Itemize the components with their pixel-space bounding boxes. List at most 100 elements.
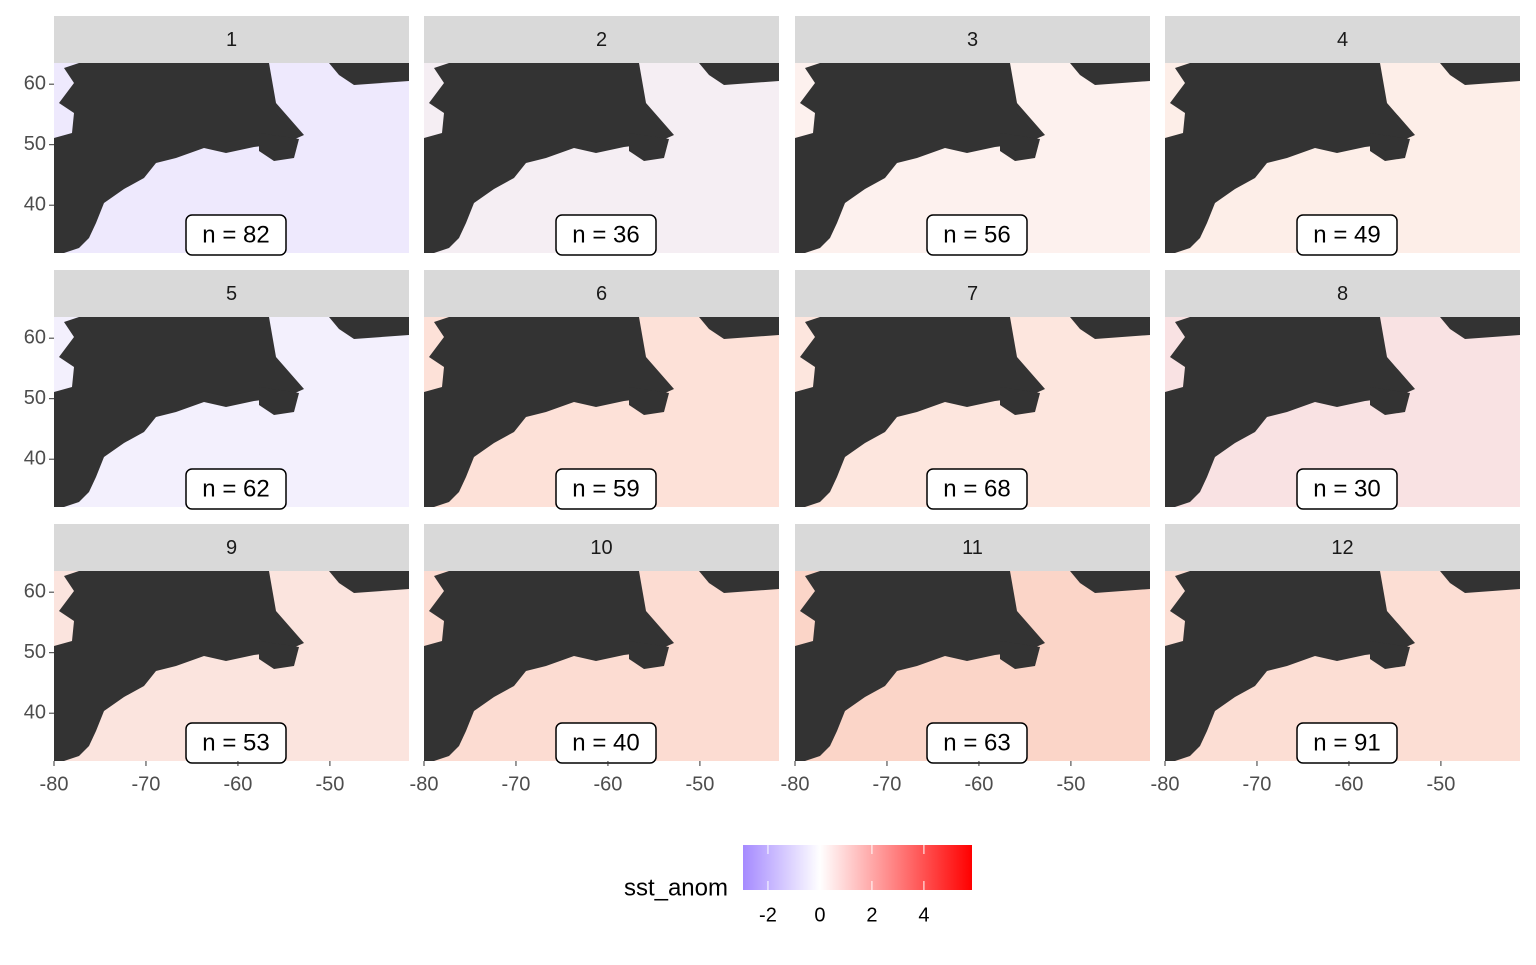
count-box	[926, 722, 1028, 764]
land	[424, 317, 674, 507]
y-tick-label: 60	[24, 580, 46, 602]
count-box	[555, 214, 657, 256]
count-box	[555, 468, 657, 510]
land	[1000, 641, 1040, 669]
land	[1165, 571, 1415, 761]
strip-label: 1	[226, 29, 237, 51]
strip-label: 3	[967, 29, 978, 51]
strip-label: 7	[967, 283, 978, 305]
count-label: n = 82	[202, 221, 269, 248]
land	[1370, 641, 1410, 669]
x-tick-label: -70	[502, 773, 531, 795]
strip	[424, 270, 779, 317]
x-tick-label: -60	[593, 773, 622, 795]
strip	[795, 16, 1150, 63]
colorbar	[743, 845, 972, 890]
strip-label: 10	[590, 537, 612, 559]
count-label: n = 56	[943, 221, 1010, 248]
land	[329, 317, 409, 339]
land	[1165, 317, 1415, 507]
x-tick-label: -70	[1243, 773, 1272, 795]
x-tick-label: -50	[1426, 773, 1455, 795]
land	[259, 641, 299, 669]
land	[1440, 571, 1520, 593]
y-tick-label: 40	[24, 193, 46, 215]
land	[424, 63, 674, 253]
x-tick-label: -50	[1056, 773, 1085, 795]
count-box	[555, 722, 657, 764]
count-box	[926, 468, 1028, 510]
strip-label: 2	[596, 29, 607, 51]
y-tick-label: 40	[24, 447, 46, 469]
land	[795, 571, 1045, 761]
land	[54, 571, 304, 761]
strip	[54, 16, 409, 63]
x-tick-label: -50	[315, 773, 344, 795]
legend-tick-label: 0	[814, 904, 825, 926]
x-tick-label: -80	[40, 773, 69, 795]
legend-tick-label: -2	[759, 904, 777, 926]
y-tick-label: 40	[24, 701, 46, 723]
count-label: n = 53	[202, 729, 269, 756]
y-tick-label: 50	[24, 641, 46, 663]
count-label: n = 36	[572, 221, 639, 248]
y-tick-label: 50	[24, 387, 46, 409]
strip-label: 12	[1331, 537, 1353, 559]
x-tick-label: -70	[132, 773, 161, 795]
land	[629, 641, 669, 669]
strip	[424, 524, 779, 571]
legend-tick-label: 2	[866, 904, 877, 926]
land	[329, 571, 409, 593]
count-box	[926, 214, 1028, 256]
land	[329, 63, 409, 85]
land	[795, 63, 1045, 253]
strip	[1165, 16, 1520, 63]
count-box	[1296, 468, 1398, 510]
count-label: n = 40	[572, 729, 639, 756]
count-box	[185, 468, 287, 510]
strip-label: 9	[226, 537, 237, 559]
land	[1070, 571, 1150, 593]
count-label: n = 63	[943, 729, 1010, 756]
land	[699, 317, 779, 339]
land	[1070, 317, 1150, 339]
land	[1370, 387, 1410, 415]
strip	[795, 524, 1150, 571]
land	[259, 387, 299, 415]
land	[424, 571, 674, 761]
x-tick-label: -80	[1151, 773, 1180, 795]
legend-tick-label: 4	[918, 904, 929, 926]
x-tick-label: -80	[410, 773, 439, 795]
count-box	[1296, 722, 1398, 764]
legend-title: sst_anom	[624, 874, 728, 901]
land	[1440, 317, 1520, 339]
strip	[54, 524, 409, 571]
y-tick-label: 50	[24, 133, 46, 155]
land	[629, 133, 669, 161]
x-tick-label: -60	[964, 773, 993, 795]
land	[54, 63, 304, 253]
count-label: n = 91	[1313, 729, 1380, 756]
land	[699, 63, 779, 85]
land	[54, 317, 304, 507]
strip	[1165, 270, 1520, 317]
land	[795, 317, 1045, 507]
land	[1165, 63, 1415, 253]
land	[259, 133, 299, 161]
strip	[54, 270, 409, 317]
strip-label: 8	[1337, 283, 1348, 305]
strip-label: 6	[596, 283, 607, 305]
strip-label: 11	[962, 537, 983, 559]
land	[1070, 63, 1150, 85]
count-box	[185, 214, 287, 256]
strip-label: 4	[1337, 29, 1348, 51]
strip	[795, 270, 1150, 317]
y-tick-label: 60	[24, 326, 46, 348]
count-label: n = 62	[202, 475, 269, 502]
land	[699, 571, 779, 593]
x-tick-label: -50	[685, 773, 714, 795]
land	[1440, 63, 1520, 85]
count-box	[185, 722, 287, 764]
